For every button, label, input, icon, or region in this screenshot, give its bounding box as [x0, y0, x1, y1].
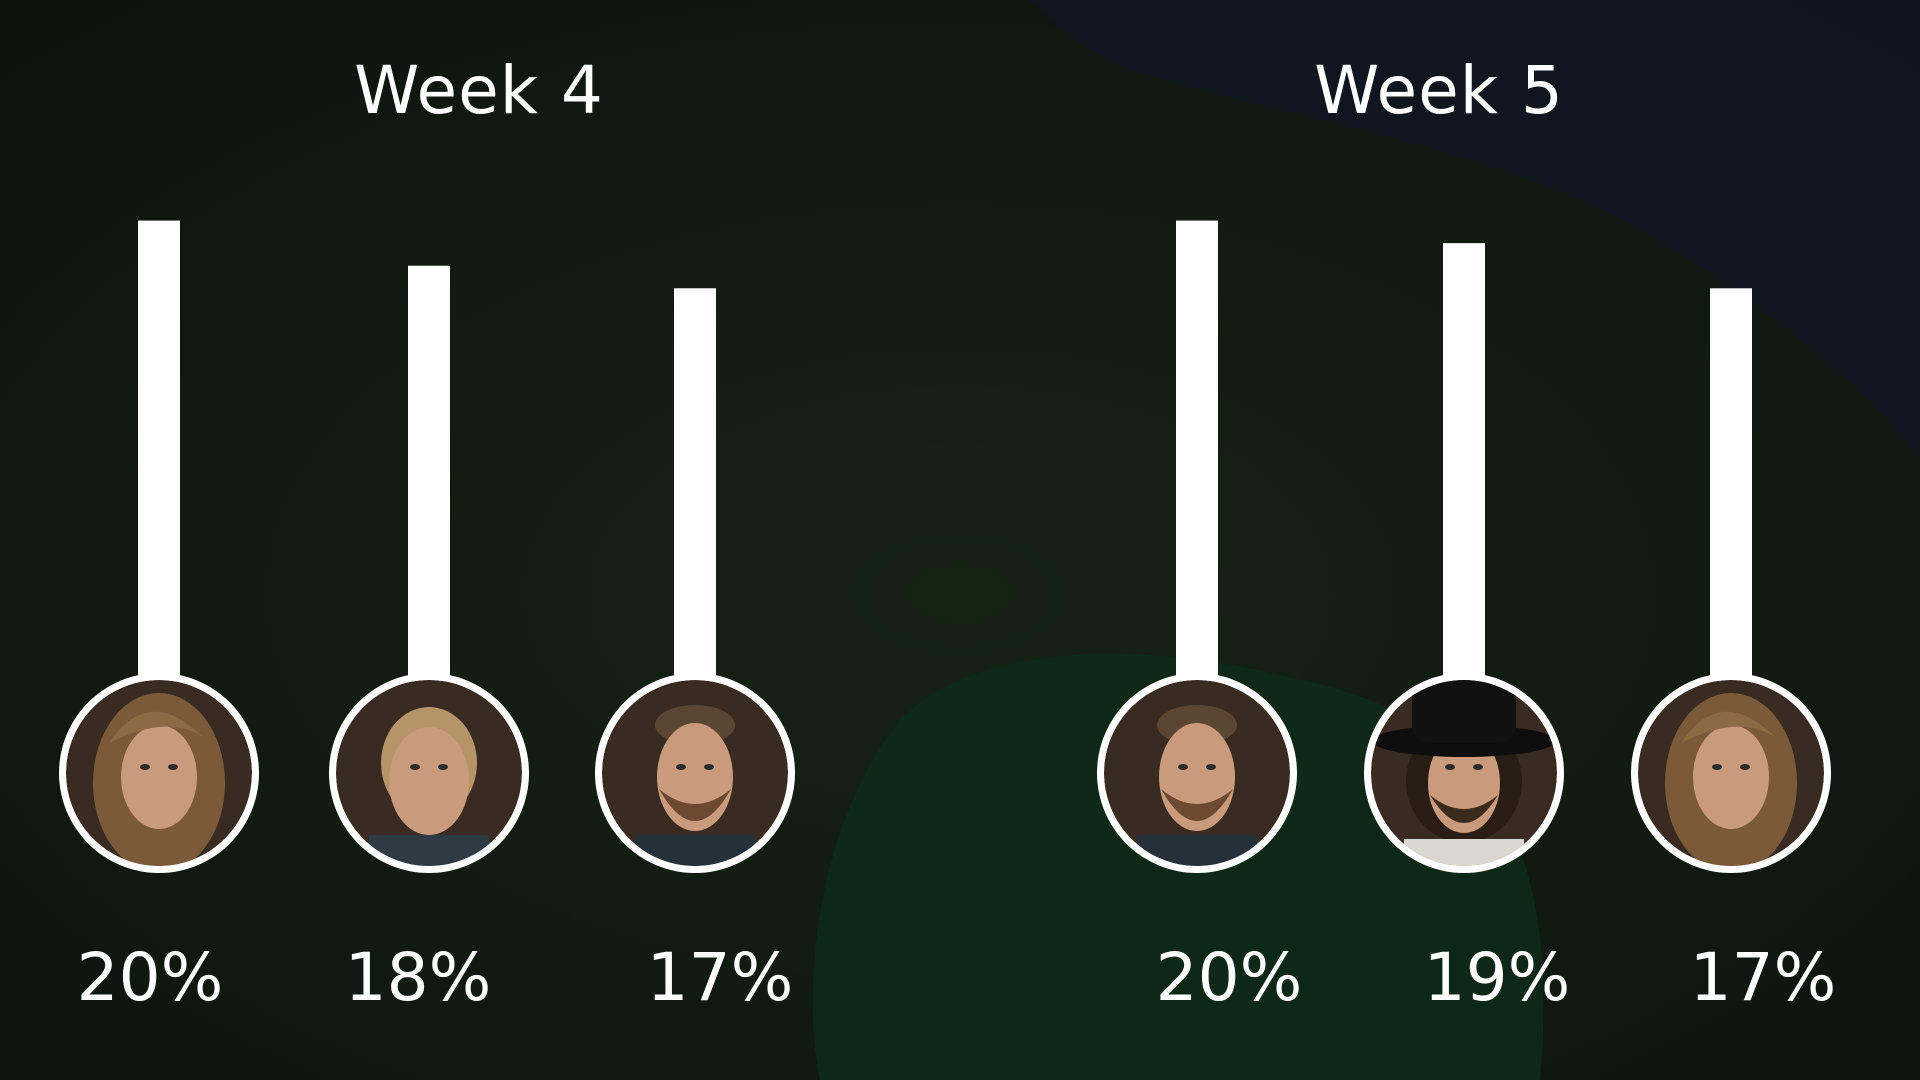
contestant-photo — [1638, 680, 1824, 866]
percent-label: 19% — [1424, 939, 1571, 1016]
bar — [408, 265, 450, 682]
contestant-photo — [1104, 680, 1290, 866]
percent-label: 20% — [77, 939, 224, 1016]
bar — [1710, 288, 1752, 682]
contestant-photo — [66, 680, 252, 866]
percent-label: 17% — [647, 939, 794, 1016]
bar — [138, 220, 180, 683]
week-5-title: Week 5 — [1314, 52, 1564, 129]
bar — [1443, 243, 1485, 682]
percent-label: 18% — [345, 939, 492, 1016]
bar — [1176, 220, 1218, 683]
contestant-photo — [602, 680, 788, 866]
percent-label: 17% — [1690, 939, 1837, 1016]
percent-label: 20% — [1156, 939, 1303, 1016]
week-4-title: Week 4 — [354, 52, 604, 129]
contestant-photo — [336, 680, 522, 866]
bar — [674, 288, 716, 682]
